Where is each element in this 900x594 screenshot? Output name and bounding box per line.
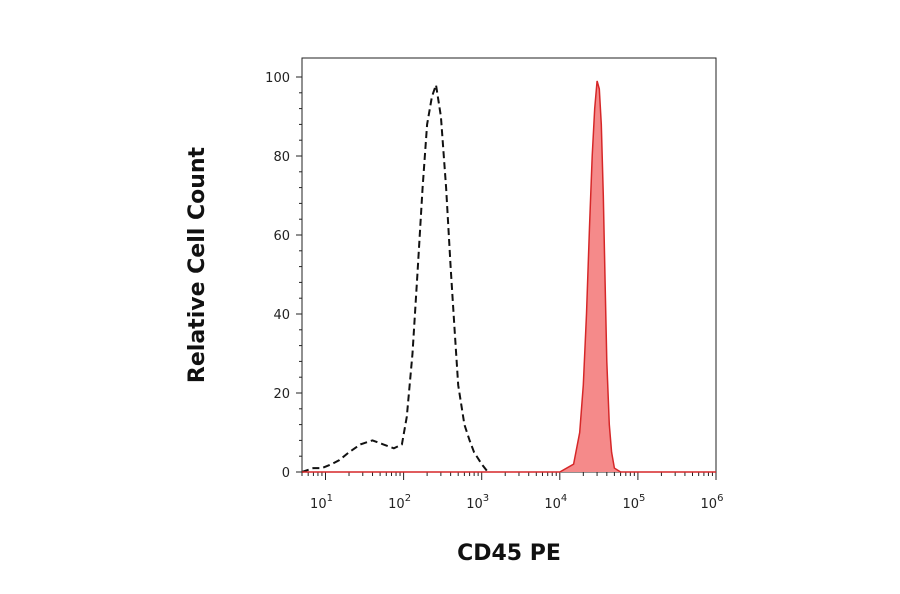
x-tick-exponent: 3 — [483, 493, 489, 504]
series-layer — [301, 80, 716, 473]
x-tick-base: 10 — [466, 497, 483, 512]
x-tick-exponent: 4 — [561, 493, 567, 504]
y-tick-label: 0 — [282, 466, 290, 481]
x-tick-base: 10 — [622, 497, 639, 512]
x-tick-label: 102 — [388, 493, 411, 512]
x-tick-label: 106 — [701, 493, 724, 512]
y-tick-label: 40 — [273, 308, 290, 323]
x-tick-label: 103 — [466, 493, 489, 512]
x-axis-ticks: 101 102 103 104 105 106 — [301, 472, 724, 512]
x-tick-base: 10 — [388, 497, 405, 512]
x-tick-exponent: 6 — [717, 493, 723, 504]
y-tick-label: 60 — [273, 229, 290, 244]
x-tick-base: 10 — [701, 497, 718, 512]
x-tick-label: 104 — [544, 493, 567, 512]
x-tick-label: 105 — [622, 493, 645, 512]
x-tick-exponent: 1 — [327, 493, 333, 504]
x-tick-exponent: 2 — [405, 493, 411, 504]
x-tick-label: 101 — [310, 493, 333, 512]
series-0-line — [301, 84, 489, 473]
y-tick-label: 20 — [273, 387, 290, 402]
y-tick-label: 80 — [273, 150, 290, 165]
x-tick-base: 10 — [310, 497, 327, 512]
y-axis-label: Relative Cell Count — [185, 146, 210, 383]
series-1-area — [302, 80, 716, 473]
plot-frame — [301, 57, 717, 473]
series-1-line — [302, 80, 716, 473]
x-tick-base: 10 — [544, 497, 561, 512]
y-tick-label: 100 — [265, 71, 290, 86]
y-axis-ticks: 0 20 40 60 80 100 — [265, 71, 302, 481]
x-axis-label: CD45 PE — [457, 541, 561, 566]
x-tick-exponent: 5 — [639, 493, 645, 504]
